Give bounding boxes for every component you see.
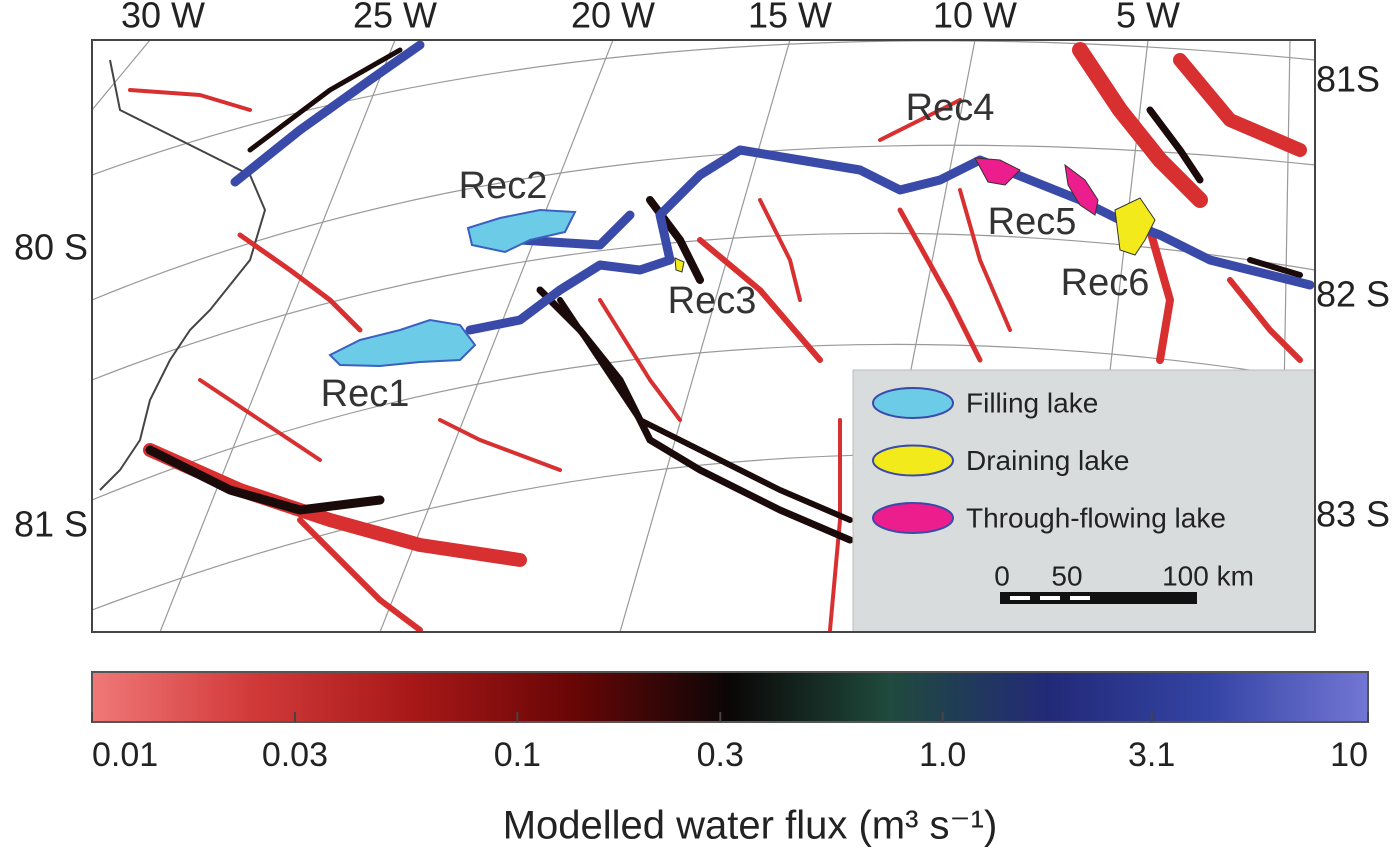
colorbar-tick-label: 3.1 (1128, 736, 1175, 774)
colorbar (91, 671, 1369, 723)
colorbar-tick-label: 0.1 (494, 736, 541, 774)
lon-label: 20 W (571, 0, 655, 36)
colorbar-title: Modelled water flux (m³ s⁻¹) (503, 804, 998, 848)
lon-label: 5 W (1116, 0, 1180, 36)
legend-label: Draining lake (966, 445, 1129, 476)
colorbar-tick-label: 10 (1330, 736, 1368, 774)
lake-rec3 (674, 257, 685, 273)
legend-label: Through-flowing lake (966, 502, 1226, 533)
scale-bar (1000, 592, 1197, 604)
lon-label: 25 W (353, 0, 437, 36)
scale-label: 50 (1051, 560, 1082, 591)
scale-label: 0 (994, 560, 1010, 591)
scale-bar-tick (1010, 596, 1030, 600)
scale-label: 100 km (1162, 560, 1254, 591)
lat-label: 83 S (1316, 494, 1390, 535)
flow-network (128, 42, 1307, 632)
legend-swatch (872, 444, 954, 477)
lake-label: Rec2 (459, 165, 548, 207)
map-area: Rec1 Rec2 Rec3 Rec4 Rec5 Rec6 Filling la… (92, 40, 1315, 632)
lake-rec1 (328, 318, 477, 368)
legend: Filling lake Draining lake Through-flowing… (852, 369, 1315, 632)
lat-label: 81 S (14, 504, 88, 545)
lat-label: 82 S (1316, 274, 1390, 315)
lon-label: 10 W (933, 0, 1017, 36)
map-frame (91, 39, 1316, 633)
coastline (99, 59, 267, 491)
colorbar-tick-label: 1.0 (919, 736, 966, 774)
legend-swatch (872, 502, 954, 534)
lake-rec5 (1064, 163, 1099, 216)
lakes (328, 157, 1156, 368)
scale-bar-tick (1070, 596, 1090, 600)
lat-label: 81S (1316, 59, 1380, 100)
lake-rec4 (974, 157, 1021, 186)
lake-label: Rec4 (906, 87, 995, 129)
lon-label: 15 W (748, 0, 832, 36)
lake-rec6 (1114, 197, 1156, 256)
colorbar-tick-label: 0.01 (92, 736, 158, 774)
lat-label: 80 S (14, 227, 88, 268)
legend-label: Filling lake (966, 387, 1098, 418)
lake-label: Rec3 (668, 280, 757, 322)
colorbar-tick-label: 0.3 (697, 736, 744, 774)
lon-label: 30 W (121, 0, 205, 36)
legend-swatch (872, 387, 954, 419)
lake-label: Rec5 (988, 201, 1077, 243)
dark-flows (145, 47, 1303, 544)
scale-bar-tick (1040, 596, 1060, 600)
coordinate-labels: 30 W 25 W 20 W 15 W 10 W 5 W 80 S 81 S 8… (14, 0, 1390, 545)
lake-label: Rec1 (321, 373, 410, 415)
lake-rec2 (466, 208, 577, 254)
lake-label: Rec6 (1061, 262, 1150, 304)
colorbar-tick-label: 0.03 (262, 736, 328, 774)
